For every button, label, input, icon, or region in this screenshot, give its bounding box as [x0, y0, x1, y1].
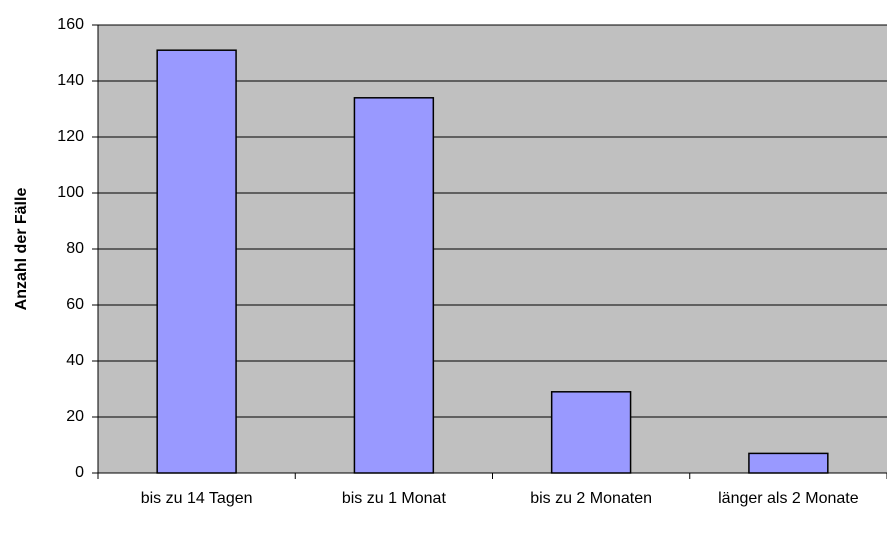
bar [156, 49, 237, 474]
y-tick-label: 120 [57, 128, 84, 145]
y-tick-label: 0 [75, 464, 84, 481]
bar [550, 391, 632, 474]
y-tick-label: 160 [57, 16, 84, 33]
x-tick-label: bis zu 14 Tagen [140, 490, 253, 507]
y-tick-label: 100 [57, 184, 84, 201]
x-tick-label: länger als 2 Monate [718, 490, 859, 507]
bar [353, 97, 435, 474]
y-tick-label: 80 [66, 240, 84, 257]
bar [748, 452, 829, 474]
y-axis-label: Anzahl der Fälle [13, 188, 30, 311]
y-tick-label: 20 [66, 408, 84, 425]
x-tick-label: bis zu 1 Monat [341, 490, 446, 507]
y-tick-label: 40 [66, 352, 84, 369]
x-tick-label: bis zu 2 Monaten [530, 490, 653, 507]
y-tick-label: 140 [57, 72, 84, 89]
y-tick-label: 60 [66, 296, 84, 313]
